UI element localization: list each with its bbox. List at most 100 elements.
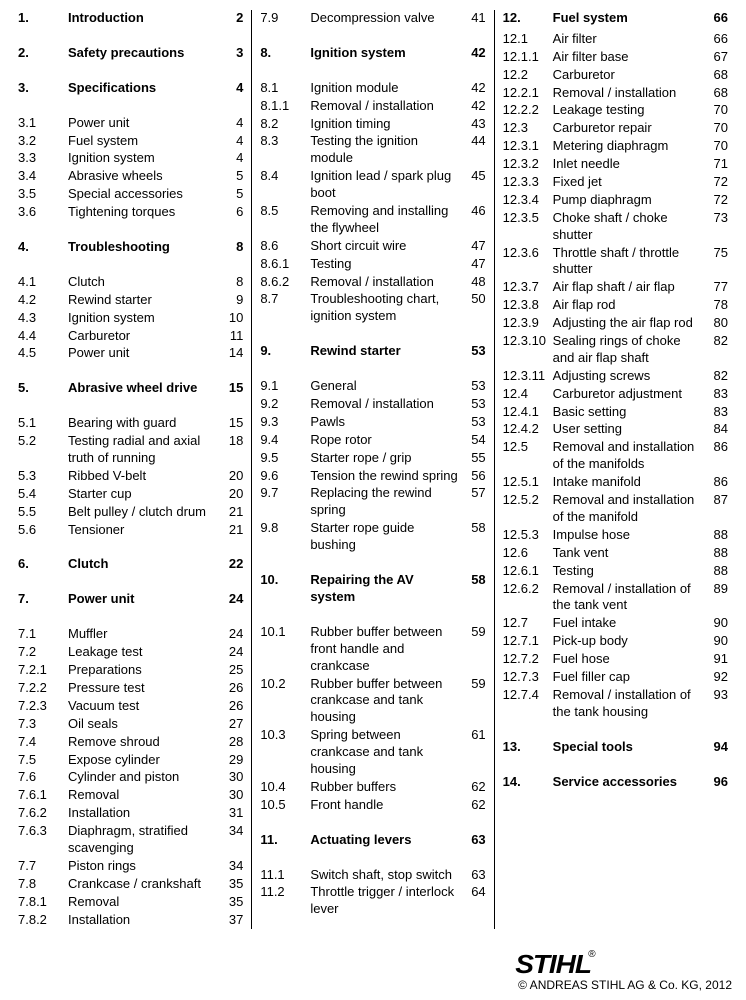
entry-title: Ignition system <box>68 310 221 327</box>
entry-page: 57 <box>464 485 486 502</box>
entry-number: 12.6.1 <box>503 563 553 580</box>
entry-title: Intake manifold <box>553 474 706 491</box>
toc-entry: 8.1.1Removal / installation42 <box>260 98 485 115</box>
entry-page: 82 <box>706 333 728 350</box>
entry-number: 8.1 <box>260 80 310 97</box>
entry-title: Fuel intake <box>553 615 706 632</box>
entry-number: 12.3.5 <box>503 210 553 227</box>
entry-number: 12.3.6 <box>503 245 553 262</box>
entry-number: 8.7 <box>260 291 310 308</box>
toc-section: 10.Repairing the AV system58 <box>260 572 485 606</box>
toc-entry: 12.2.2Leakage testing70 <box>503 102 728 119</box>
entry-title: Tension the rewind spring <box>310 468 463 485</box>
entry-title: Pick-up body <box>553 633 706 650</box>
entry-number: 10.1 <box>260 624 310 641</box>
toc-entry: 12.3.5Choke shaft / choke shutter73 <box>503 210 728 244</box>
entry-number: 5.2 <box>18 433 68 450</box>
entry-number: 9.2 <box>260 396 310 413</box>
entry-number: 7. <box>18 591 68 608</box>
entry-number: 4.4 <box>18 328 68 345</box>
entry-number: 7.5 <box>18 752 68 769</box>
toc-entry: 12.3.10Sealing rings of choke and air fl… <box>503 333 728 367</box>
toc-entry: 3.4Abrasive wheels5 <box>18 168 243 185</box>
entry-page: 37 <box>221 912 243 929</box>
toc-columns: 1.Introduction22.Safety precautions33.Sp… <box>0 0 746 929</box>
entry-page: 59 <box>464 676 486 693</box>
entry-title: Removal / installation <box>310 98 463 115</box>
entry-title: Crankcase / crankshaft <box>68 876 221 893</box>
toc-entry: 10.3Spring between crankcase and tank ho… <box>260 727 485 778</box>
toc-entry: 9.8Starter rope guide bushing58 <box>260 520 485 554</box>
entry-page: 8 <box>221 239 243 256</box>
entry-title: Removal / installation of the tank housi… <box>553 687 706 721</box>
toc-entry: 9.2Removal / installation53 <box>260 396 485 413</box>
toc-entry: 8.4Ignition lead / spark plug boot45 <box>260 168 485 202</box>
toc-section: 11.Actuating levers63 <box>260 832 485 849</box>
entry-number: 13. <box>503 739 553 756</box>
entry-page: 35 <box>221 894 243 911</box>
entry-number: 12.6 <box>503 545 553 562</box>
toc-entry: 12.6Tank vent88 <box>503 545 728 562</box>
entry-title: Air filter base <box>553 49 706 66</box>
toc-entry: 9.4Rope rotor54 <box>260 432 485 449</box>
toc-entry: 7.3Oil seals27 <box>18 716 243 733</box>
entry-page: 6 <box>221 204 243 221</box>
entry-page: 21 <box>221 522 243 539</box>
entry-number: 4. <box>18 239 68 256</box>
entry-page: 8 <box>221 274 243 291</box>
entry-number: 7.2.2 <box>18 680 68 697</box>
entry-number: 4.3 <box>18 310 68 327</box>
entry-page: 18 <box>221 433 243 450</box>
toc-entry: 12.6.2Removal / installation of the tank… <box>503 581 728 615</box>
toc-entry: 9.1General53 <box>260 378 485 395</box>
entry-page: 82 <box>706 368 728 385</box>
entry-page: 4 <box>221 115 243 132</box>
entry-number: 11.2 <box>260 884 310 901</box>
entry-title: Pawls <box>310 414 463 431</box>
entry-page: 70 <box>706 120 728 137</box>
entry-number: 12.7.4 <box>503 687 553 704</box>
toc-entry: 7.8Crankcase / crankshaft35 <box>18 876 243 893</box>
toc-entry: 4.1Clutch8 <box>18 274 243 291</box>
entry-title: Choke shaft / choke shutter <box>553 210 706 244</box>
entry-title: Oil seals <box>68 716 221 733</box>
entry-number: 11. <box>260 832 310 849</box>
entry-page: 24 <box>221 644 243 661</box>
toc-entry: 7.2.1Preparations25 <box>18 662 243 679</box>
entry-title: Rewind starter <box>310 343 463 360</box>
entry-page: 84 <box>706 421 728 438</box>
entry-number: 9.5 <box>260 450 310 467</box>
entry-number: 12.2 <box>503 67 553 84</box>
entry-title: Fuel filler cap <box>553 669 706 686</box>
entry-page: 28 <box>221 734 243 751</box>
entry-title: Carburetor adjustment <box>553 386 706 403</box>
entry-title: Rope rotor <box>310 432 463 449</box>
entry-number: 12.5.1 <box>503 474 553 491</box>
toc-entry: 7.9Decompression valve41 <box>260 10 485 27</box>
entry-number: 8. <box>260 45 310 62</box>
entry-number: 10.2 <box>260 676 310 693</box>
entry-page: 21 <box>221 504 243 521</box>
entry-title: Introduction <box>68 10 221 27</box>
entry-page: 15 <box>221 380 243 397</box>
toc-entry: 7.4Remove shroud28 <box>18 734 243 751</box>
entry-title: Carburetor <box>68 328 221 345</box>
entry-number: 7.2.1 <box>18 662 68 679</box>
entry-page: 22 <box>221 556 243 573</box>
toc-column-2: 7.9Decompression valve418.Ignition syste… <box>252 10 494 929</box>
entry-number: 7.6 <box>18 769 68 786</box>
entry-title: Air flap shaft / air flap <box>553 279 706 296</box>
entry-title: Short circuit wire <box>310 238 463 255</box>
entry-page: 63 <box>464 867 486 884</box>
toc-entry: 3.6Tightening torques6 <box>18 204 243 221</box>
entry-title: Ignition module <box>310 80 463 97</box>
toc-entry: 4.4Carburetor11 <box>18 328 243 345</box>
toc-section: 3.Specifications4 <box>18 80 243 97</box>
entry-page: 34 <box>221 823 243 840</box>
entry-title: Actuating levers <box>310 832 463 849</box>
entry-number: 8.4 <box>260 168 310 185</box>
entry-page: 62 <box>464 797 486 814</box>
entry-page: 42 <box>464 80 486 97</box>
entry-page: 20 <box>221 468 243 485</box>
toc-entry: 3.3Ignition system4 <box>18 150 243 167</box>
